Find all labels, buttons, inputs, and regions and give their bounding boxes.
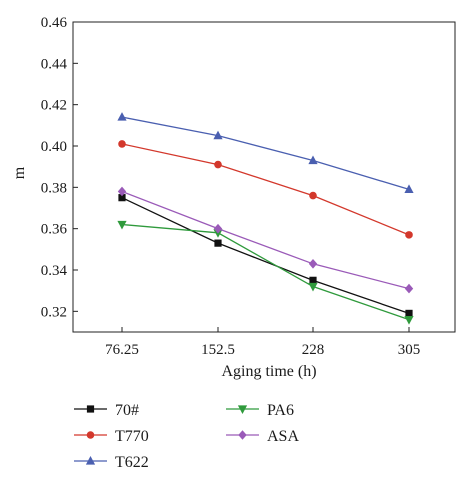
data-point-t622: [213, 130, 223, 140]
data-point-70: [214, 239, 222, 247]
y-tick-label: 0.44: [41, 56, 68, 72]
legend-marker: [86, 431, 95, 439]
y-tick-label: 0.40: [41, 139, 67, 155]
y-tick-label: 0.32: [41, 304, 67, 320]
legend-item-t622: T622: [74, 454, 149, 471]
x-tick-label: 152.5: [201, 342, 235, 358]
y-tick-label: 0.42: [41, 98, 67, 114]
x-tick-label: 228: [302, 342, 325, 358]
data-point-70: [309, 276, 317, 284]
series-line-t770: [121, 143, 410, 236]
x-axis: 76.25 152.5 228 305: [105, 327, 420, 358]
legend-marker: [237, 405, 248, 414]
data-point-pa6: [404, 316, 414, 325]
series-t770: [118, 140, 413, 239]
data-point-t770: [214, 160, 222, 169]
legend: 70# T770 T622 PA6 ASA: [74, 402, 299, 471]
data-point-asa: [404, 283, 414, 294]
data-point-t622: [308, 155, 318, 165]
legend-marker: [86, 405, 95, 413]
plot-area: 0.32 0.34 0.36 0.38 0.40 0.42 0.44 0.46 76.25 15…: [41, 15, 456, 358]
legend-item-70: 70#: [74, 402, 139, 419]
data-point-pa6: [308, 282, 318, 292]
series-layer: [117, 112, 414, 325]
series-70: [118, 194, 413, 317]
series-line-asa: [121, 190, 410, 290]
data-point-t770: [118, 140, 126, 148]
data-point-asa: [213, 223, 223, 234]
legend-label: T622: [115, 454, 149, 471]
series-line-t622: [121, 116, 410, 191]
legend-marker: [238, 430, 247, 440]
y-axis-label: m: [11, 166, 28, 179]
series-pa6: [117, 220, 414, 325]
x-axis-label: Aging time (h): [221, 363, 316, 380]
y-tick-label: 0.36: [41, 222, 68, 238]
series-asa: [117, 186, 414, 294]
plot-frame: [72, 21, 456, 333]
data-point-asa: [308, 259, 318, 269]
legend-item-asa: ASA: [226, 428, 299, 445]
data-point-70: [118, 194, 126, 202]
data-point-70: [405, 309, 413, 317]
legend-marker: [85, 456, 96, 465]
x-tick-label: 76.25: [105, 342, 139, 358]
data-point-t770: [309, 191, 317, 200]
legend-item-t770: T770: [74, 428, 149, 445]
legend-label: ASA: [267, 428, 299, 445]
series-t622: [117, 112, 414, 193]
data-point-pa6: [213, 229, 223, 238]
series-line-70: [121, 197, 410, 315]
x-tick-label: 305: [398, 342, 421, 358]
series-line-pa6: [121, 223, 410, 321]
data-point-t770: [405, 231, 413, 239]
data-point-t622: [117, 112, 127, 121]
y-tick-label: 0.46: [41, 15, 68, 31]
y-tick-label: 0.38: [41, 180, 67, 196]
legend-label: PA6: [267, 402, 294, 419]
y-tick-label: 0.34: [41, 263, 68, 279]
data-point-pa6: [117, 220, 127, 230]
legend-item-pa6: PA6: [226, 402, 294, 419]
legend-label: T770: [115, 428, 149, 445]
y-axis: 0.32 0.34 0.36 0.38 0.40 0.42 0.44 0.46: [41, 15, 78, 320]
data-point-t622: [404, 184, 414, 193]
legend-label: 70#: [115, 402, 139, 419]
data-point-asa: [117, 186, 127, 197]
